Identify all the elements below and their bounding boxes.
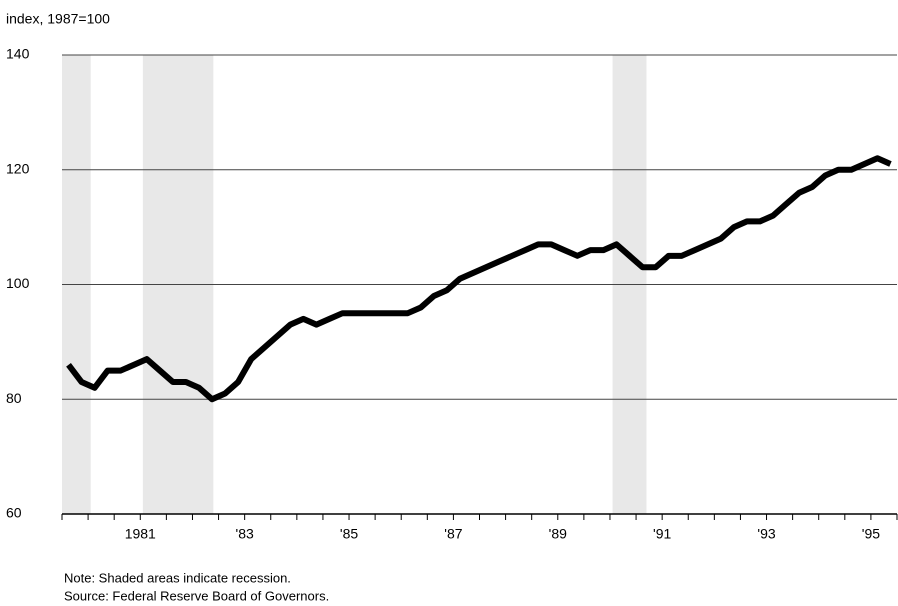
- source: Source: Federal Reserve Board of Governo…: [64, 588, 329, 603]
- x-tick-label: 1981: [125, 526, 156, 542]
- y-tick-label: 80: [6, 390, 22, 406]
- x-tick-label: '83: [236, 526, 254, 542]
- x-tick-label: '85: [340, 526, 358, 542]
- x-tick-label: '91: [653, 526, 671, 542]
- x-tick-label: '87: [444, 526, 462, 542]
- data-line: [66, 155, 892, 403]
- note: Note: Shaded areas indicate recession.: [64, 570, 291, 585]
- y-tick-label: 100: [6, 275, 30, 291]
- y-tick-label: 140: [6, 46, 30, 62]
- x-tick-label: '93: [757, 526, 775, 542]
- x-tick-label: '95: [862, 526, 880, 542]
- y-axis-label: index, 1987=100: [6, 11, 110, 27]
- y-tick-label: 60: [6, 505, 22, 521]
- x-tick-label: '89: [549, 526, 567, 542]
- y-tick-label: 120: [6, 160, 30, 176]
